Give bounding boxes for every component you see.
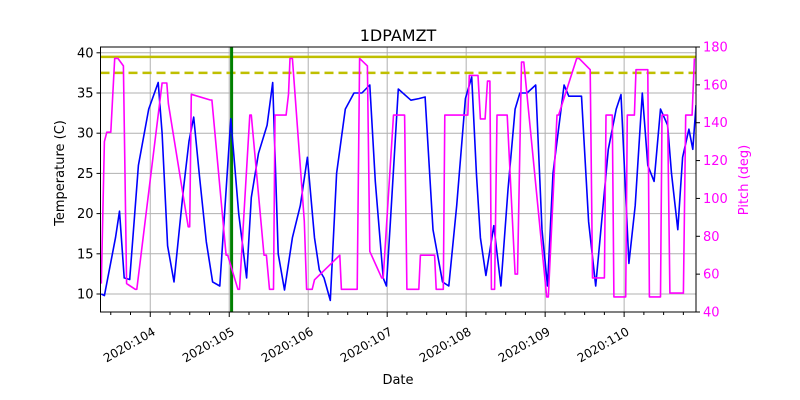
y-tick-label: 35	[77, 87, 94, 102]
right-tick-label: 100	[703, 192, 728, 207]
x-tick-label: 2020:108	[417, 324, 474, 365]
x-axis-label: Date	[382, 373, 413, 388]
x-axis-ticks: 2020:104 2020:105 2020:106 2020:107 2020:108…	[101, 312, 684, 365]
x-tick-label: 2020:105	[180, 324, 237, 365]
y-tick-label: 15	[77, 247, 94, 262]
x-tick-label: 2020:106	[259, 324, 316, 365]
x-tick-label: 2020:109	[496, 324, 553, 365]
right-tick-label: 140	[703, 116, 728, 131]
x-tick-label: 2020:110	[575, 324, 632, 365]
pitch-line	[100, 57, 696, 298]
y-tick-label: 20	[77, 207, 94, 222]
y-tick-label: 40	[77, 46, 94, 61]
temperature-line	[100, 76, 696, 302]
y-tick-label: 25	[77, 167, 94, 182]
data-series	[100, 57, 696, 302]
right-axis-ticks: 40 60 80 100 120 140 160 180	[696, 41, 728, 321]
x-tick-label: 2020:107	[338, 324, 395, 365]
right-tick-label: 120	[703, 154, 728, 169]
y-axis-label: Temperature (C)	[53, 120, 68, 227]
y-axis-ticks: 10 15 20 25 30 35 40	[77, 46, 101, 303]
plot-frame	[100, 46, 697, 313]
right-tick-label: 160	[703, 78, 728, 93]
right-tick-label: 80	[703, 230, 720, 245]
y-tick-label: 10	[77, 288, 94, 303]
chart-title: 1DPAMZT	[360, 26, 437, 45]
right-tick-label: 180	[703, 41, 728, 56]
right-tick-label: 40	[703, 306, 720, 321]
right-tick-label: 60	[703, 268, 720, 283]
y-tick-label: 30	[77, 127, 94, 142]
right-axis-label: Pitch (deg)	[737, 145, 752, 215]
x-tick-label: 2020:104	[101, 324, 158, 365]
